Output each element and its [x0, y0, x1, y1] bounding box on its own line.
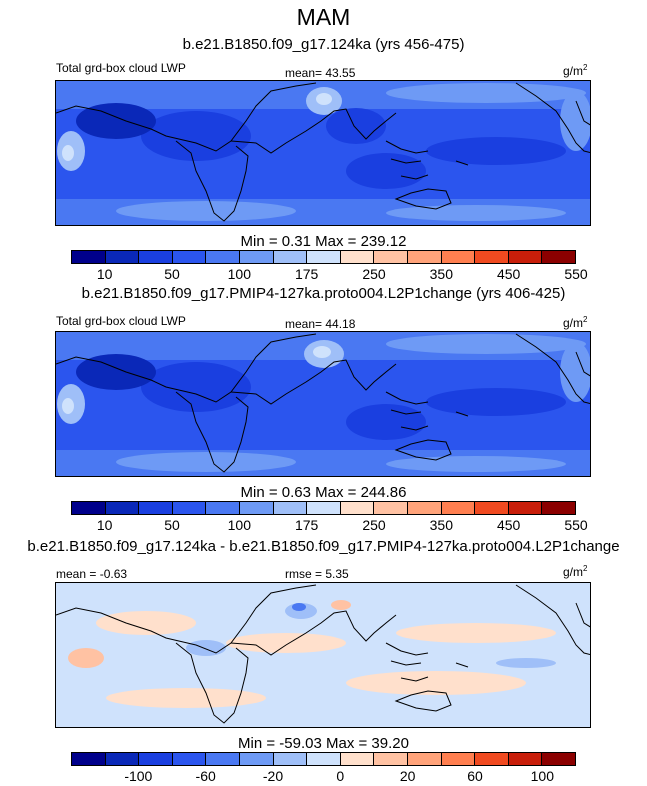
colorbar-swatch — [273, 753, 308, 765]
colorbar-tick-label: 20 — [399, 768, 416, 784]
panel1-mean: mean= 43.55 — [285, 66, 356, 80]
panel3-units: g/m2 — [563, 564, 588, 580]
colorbar-swatch — [374, 251, 408, 263]
panel1-variable-label: Total grd-box cloud LWP — [56, 61, 186, 75]
colorbar-swatch — [72, 502, 106, 514]
panel2-variable-label: Total grd-box cloud LWP — [56, 314, 186, 328]
colorbar-swatch — [273, 502, 308, 514]
colorbar-swatch — [172, 251, 207, 263]
diff-title: b.e21.B1850.f09_g17.124ka - b.e21.B1850.… — [27, 538, 620, 555]
colorbar-tick-label: 50 — [164, 266, 180, 282]
colorbar-swatch — [508, 753, 543, 765]
panel2-map — [55, 331, 591, 477]
panel3-minmax: Min = -59.03 Max = 39.20 — [238, 735, 409, 752]
colorbar-swatch — [307, 502, 341, 514]
panel2-mean: mean= 44.18 — [285, 317, 356, 331]
colorbar-tick-label: -20 — [262, 768, 284, 784]
panel1-minmax: Min = 0.31 Max = 239.12 — [240, 233, 407, 250]
colorbar-swatch — [239, 753, 274, 765]
colorbar-swatch — [273, 251, 308, 263]
colorbar-tick-label: 450 — [496, 266, 521, 282]
colorbar-swatch — [441, 251, 476, 263]
colorbar-swatch — [407, 502, 442, 514]
colorbar-tick-label: 550 — [564, 517, 588, 533]
colorbar-swatch — [139, 753, 173, 765]
colorbar-swatch — [542, 502, 575, 514]
colorbar-swatch — [374, 753, 408, 765]
panel3-field — [56, 583, 590, 727]
colorbar-swatch — [172, 753, 207, 765]
panel2-colorbar — [71, 501, 576, 515]
colorbar-swatch — [340, 502, 375, 514]
colorbar-swatch — [475, 502, 509, 514]
panel3-mean: mean = -0.63 — [56, 567, 128, 581]
colorbar-tick-label: 100 — [227, 266, 252, 282]
panel3-map — [55, 582, 591, 728]
colorbar-swatch — [307, 251, 341, 263]
panel2-units: g/m2 — [563, 315, 588, 331]
colorbar-swatch — [475, 753, 509, 765]
colorbar-swatch — [139, 251, 173, 263]
colorbar-swatch — [105, 502, 140, 514]
panel3-rmse: rmse = 5.35 — [285, 567, 349, 581]
colorbar-swatch — [407, 753, 442, 765]
colorbar-tick-label: 60 — [467, 768, 483, 784]
panel2-minmax: Min = 0.63 Max = 244.86 — [240, 484, 407, 501]
colorbar-tick-label: 250 — [362, 266, 386, 282]
colorbar-swatch — [72, 251, 106, 263]
colorbar-swatch — [508, 251, 543, 263]
case-b-title: b.e21.B1850.f09_g17.PMIP4-127ka.proto004… — [81, 285, 566, 302]
colorbar-swatch — [307, 753, 341, 765]
colorbar-tick-label: 350 — [429, 266, 454, 282]
colorbar-swatch — [139, 502, 173, 514]
colorbar-tick-label: 175 — [294, 266, 319, 282]
panel1-colorbar — [71, 250, 576, 264]
colorbar-swatch — [206, 502, 240, 514]
colorbar-swatch — [105, 251, 140, 263]
colorbar-swatch — [441, 502, 476, 514]
panel1-field — [56, 81, 590, 225]
colorbar-swatch — [542, 753, 575, 765]
colorbar-swatch — [340, 251, 375, 263]
case-a-title: b.e21.B1850.f09_g17.124ka (yrs 456-475) — [182, 36, 465, 53]
colorbar-swatch — [407, 251, 442, 263]
colorbar-swatch — [475, 251, 509, 263]
colorbar-tick-label: 50 — [164, 517, 180, 533]
colorbar-swatch — [72, 753, 106, 765]
colorbar-swatch — [508, 502, 543, 514]
panel2-field — [56, 332, 590, 476]
colorbar-swatch — [206, 753, 240, 765]
colorbar-tick-label: 550 — [564, 266, 588, 282]
colorbar-swatch — [374, 502, 408, 514]
colorbar-swatch — [206, 251, 240, 263]
colorbar-tick-label: -60 — [195, 768, 216, 784]
figure-title: MAM — [296, 4, 351, 30]
colorbar-tick-label: 250 — [362, 517, 386, 533]
colorbar-swatch — [542, 251, 575, 263]
colorbar-tick-label: 100 — [530, 768, 555, 784]
colorbar-tick-label: 175 — [294, 517, 319, 533]
colorbar-tick-label: -100 — [124, 768, 153, 784]
colorbar-tick-label: 10 — [96, 517, 113, 533]
colorbar-swatch — [340, 753, 375, 765]
panel1-units: g/m2 — [563, 63, 588, 79]
panel3-colorbar — [71, 752, 576, 766]
colorbar-swatch — [441, 753, 476, 765]
colorbar-tick-label: 0 — [336, 768, 345, 784]
colorbar-swatch — [105, 753, 140, 765]
colorbar-swatch — [239, 502, 274, 514]
panel1-map — [55, 80, 591, 226]
colorbar-tick-label: 10 — [96, 266, 113, 282]
colorbar-swatch — [172, 502, 207, 514]
colorbar-tick-label: 350 — [429, 517, 454, 533]
colorbar-tick-label: 450 — [496, 517, 521, 533]
colorbar-swatch — [239, 251, 274, 263]
colorbar-tick-label: 100 — [227, 517, 252, 533]
